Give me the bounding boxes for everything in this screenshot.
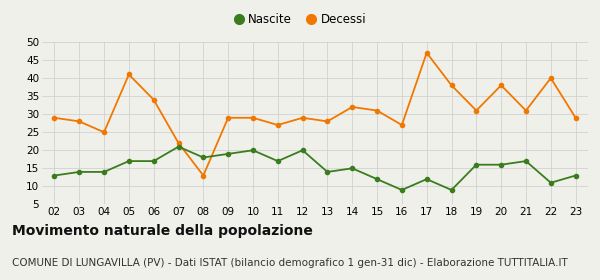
Legend: Nascite, Decessi: Nascite, Decessi xyxy=(229,9,371,31)
Text: Movimento naturale della popolazione: Movimento naturale della popolazione xyxy=(12,224,313,238)
Text: COMUNE DI LUNGAVILLA (PV) - Dati ISTAT (bilancio demografico 1 gen-31 dic) - Ela: COMUNE DI LUNGAVILLA (PV) - Dati ISTAT (… xyxy=(12,258,568,268)
